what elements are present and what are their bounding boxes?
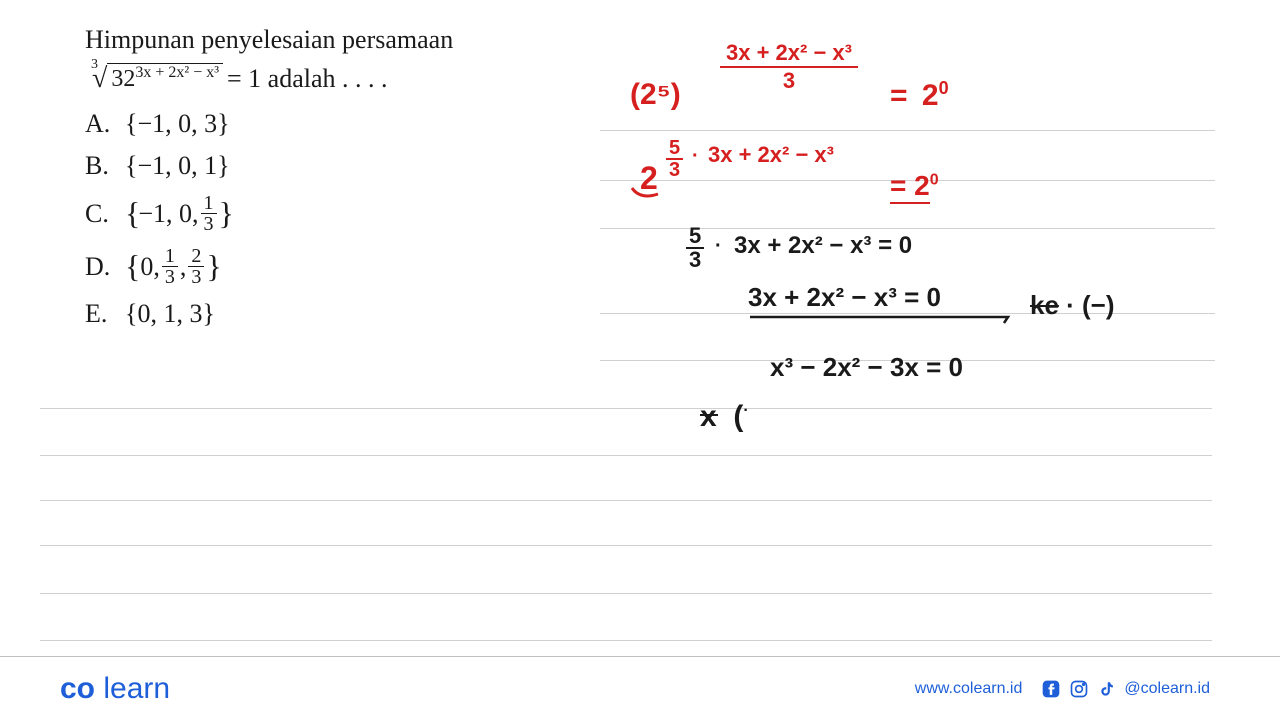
option-e: E. {0, 1, 3} (85, 299, 545, 329)
options-list: A. {−1, 0, 3} B. {−1, 0, 1} C. {−1, 0, 1… (85, 109, 545, 329)
work-line5: x³ − 2x² − 3x = 0 (770, 352, 963, 383)
question-title: Himpunan penyelesaian persamaan (85, 25, 545, 55)
work-line1-left: (2⁵) (630, 78, 681, 112)
tiktok-icon[interactable] (1096, 678, 1118, 700)
option-b: B. {−1, 0, 1} (85, 151, 545, 181)
work-line3: 3x + 2x² − x³ = 0 (734, 232, 912, 260)
question-block: Himpunan penyelesaian persamaan 3 √ 323x… (85, 25, 545, 341)
work-line4-note: ke · (−) (1030, 290, 1115, 321)
work-line1-right: = 20 (890, 78, 949, 113)
question-equation: 3 √ 323x + 2x² − x³ = 1 adalah . . . . (85, 63, 545, 95)
option-a: A. {−1, 0, 3} (85, 109, 545, 139)
work-line6: x (· (700, 400, 749, 434)
logo: co learn (60, 672, 170, 706)
social-handle: @colearn.id (1124, 680, 1210, 698)
work-line4: 3x + 2x² − x³ = 0 (748, 282, 941, 313)
facebook-icon[interactable] (1040, 678, 1062, 700)
footer: co learn www.colearn.id @colearn.id (0, 656, 1280, 720)
instagram-icon[interactable] (1068, 678, 1090, 700)
social-links: @colearn.id (1040, 678, 1210, 700)
work-line2-base: 2 (640, 160, 658, 197)
work-area: 3x + 2x² − x³ 3 (2⁵) = 20 2 5 3 · 3x + 2… (600, 30, 1200, 470)
option-d: D. {0, 13 , 23 } (85, 246, 545, 287)
website-link[interactable]: www.colearn.id (915, 680, 1023, 698)
option-c: C. {−1, 0, 13 } (85, 193, 545, 234)
